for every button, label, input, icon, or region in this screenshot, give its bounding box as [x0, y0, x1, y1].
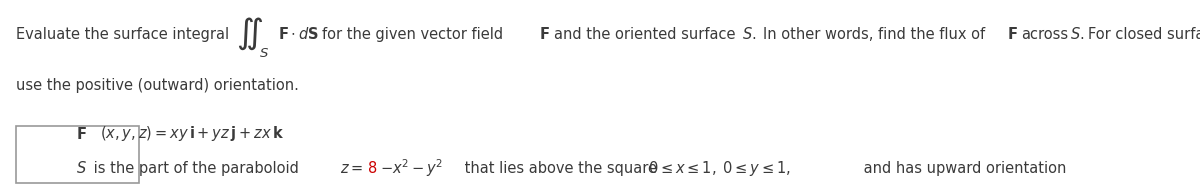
Text: and has upward orientation: and has upward orientation — [859, 161, 1067, 176]
Text: $z =$: $z =$ — [340, 161, 362, 176]
Text: $\mathbf{F} \cdot d\mathbf{S}$: $\mathbf{F} \cdot d\mathbf{S}$ — [278, 26, 319, 42]
Text: $8$: $8$ — [367, 160, 378, 176]
Text: $\mathbf{F}$: $\mathbf{F}$ — [539, 26, 550, 42]
Text: for the given vector field: for the given vector field — [322, 27, 503, 42]
Text: $S$: $S$ — [259, 47, 269, 60]
Text: $S$: $S$ — [76, 160, 86, 176]
Text: $\mathbf{F}$: $\mathbf{F}$ — [76, 126, 86, 142]
Text: across: across — [1021, 27, 1068, 42]
Text: $\iint$: $\iint$ — [236, 15, 263, 52]
Text: $\mathbf{F}$: $\mathbf{F}$ — [1007, 26, 1018, 42]
Text: $- x^2 - y^2$: $- x^2 - y^2$ — [380, 157, 444, 179]
Text: use the positive (outward) orientation.: use the positive (outward) orientation. — [16, 79, 299, 93]
Text: and the oriented surface: and the oriented surface — [554, 27, 736, 42]
Text: $0 \leq x \leq 1,\; 0 \leq y \leq 1,$: $0 \leq x \leq 1,\; 0 \leq y \leq 1,$ — [648, 159, 791, 178]
Bar — [16, 126, 139, 183]
Text: $(x, y, z) = xy\,\mathbf{i} + yz\,\mathbf{j} + zx\,\mathbf{k}$: $(x, y, z) = xy\,\mathbf{i} + yz\,\mathb… — [100, 124, 284, 143]
Text: is the part of the paraboloid: is the part of the paraboloid — [89, 161, 304, 176]
Text: In other words, find the flux of: In other words, find the flux of — [763, 27, 985, 42]
Text: $S.$: $S.$ — [1070, 26, 1085, 42]
Text: For closed surfaces,: For closed surfaces, — [1088, 27, 1200, 42]
Text: Evaluate the surface integral: Evaluate the surface integral — [16, 27, 229, 42]
Text: that lies above the square: that lies above the square — [460, 161, 661, 176]
Text: $S.$: $S.$ — [742, 26, 756, 42]
